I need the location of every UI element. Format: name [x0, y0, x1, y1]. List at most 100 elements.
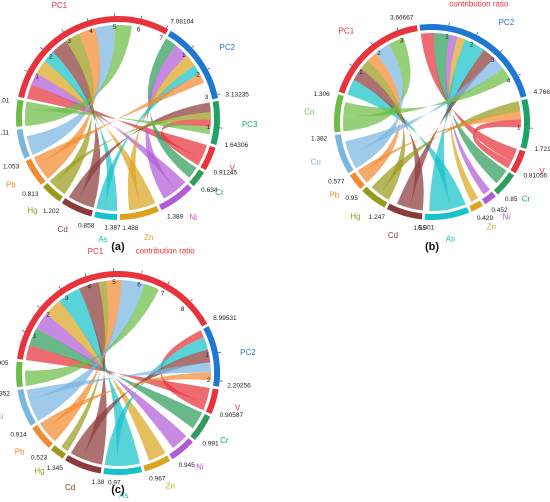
ribbon-pc2-zn — [127, 55, 195, 211]
ribbon-pc2-pb — [39, 372, 211, 430]
segment-name-label: Hg — [350, 212, 360, 221]
segment-value-label: 0.91245 — [214, 169, 238, 176]
segment-arc-pc1 — [18, 16, 169, 99]
tick-label: 1 — [33, 333, 37, 340]
tick-label: 1 — [445, 33, 449, 40]
ribbon-pc2-ni — [445, 34, 490, 195]
segment-name-label: Ni — [189, 213, 197, 222]
tick-label: 1 — [205, 352, 209, 359]
tick-label: 5 — [113, 24, 117, 31]
segment-arc-ni — [481, 191, 496, 205]
segment-value-label: 0.90587 — [220, 412, 244, 419]
segment-name-label: Ni — [503, 213, 511, 222]
chord-panel--b-: 1233.66667PC112344.76633PC211.72156PC30.… — [304, 0, 550, 253]
segment-name-label: Zn — [487, 223, 496, 232]
ribbon-pc1-zn — [46, 300, 166, 461]
segment-arc-hg — [42, 183, 63, 202]
ribbon-pc2-v — [420, 33, 517, 162]
ribbon-pc3-cd — [68, 102, 211, 202]
segment-name-label: Zn — [144, 233, 153, 242]
ribbon-pc3-co — [25, 101, 211, 135]
ribbon-pc2-as — [429, 39, 484, 211]
tick-label: 7 — [161, 291, 165, 298]
segment-value-label: 0.523 — [31, 454, 48, 461]
segment-arc-pb — [25, 158, 46, 185]
axis-tick — [207, 67, 211, 70]
segment-arc-as — [424, 207, 470, 220]
ribbon-pc2-cd — [70, 349, 211, 459]
ribbon-layer — [24, 25, 212, 211]
tick-label: 3 — [205, 94, 209, 101]
chart-title: contribution ratio — [136, 246, 196, 255]
segment-arc-v — [200, 145, 216, 171]
tick-label: 4 — [89, 28, 93, 35]
tick-label: 3 — [65, 295, 69, 302]
segment-name-label: Cd — [65, 483, 75, 492]
segment-value-label: 4.76633 — [534, 89, 550, 96]
tick-label: 6 — [137, 26, 141, 33]
tick-label: 1 — [182, 52, 186, 59]
segment-value-label: 1.053 — [3, 164, 20, 171]
segment-name-label: PC1 — [339, 27, 355, 36]
segment-name-label: Hg — [34, 466, 44, 475]
ribbon-pc2-co — [343, 68, 511, 117]
axis-tick — [500, 49, 503, 53]
segment-name-label: PC1 — [88, 247, 104, 256]
axis-tick — [190, 298, 193, 302]
segment-value-label: 7.08104 — [170, 18, 194, 25]
segment-value-label: 0.452 — [491, 207, 508, 214]
ribbon-pc2-cu — [345, 58, 504, 155]
segment-arc-v — [510, 149, 526, 174]
axis-tick — [396, 27, 399, 31]
axis-tick — [58, 286, 61, 289]
ribbon-pc2-pb — [33, 73, 204, 166]
segment-arc-zn — [469, 200, 483, 212]
segment-value-label: 0.967 — [149, 475, 166, 482]
ribbon-pc1-cr — [29, 328, 203, 429]
segment-arc-pb — [32, 424, 53, 448]
segment-name-label: Zn — [166, 481, 175, 490]
segment-arc-co — [15, 99, 24, 127]
ribbon-pc3-v — [472, 119, 522, 169]
segment-name-label: As — [446, 235, 455, 244]
segment-arc-cr — [493, 172, 515, 195]
axis-tick — [86, 17, 89, 21]
segment-arc-ni — [169, 438, 193, 460]
segment-name-label: PC2 — [240, 348, 256, 357]
axis-tick — [84, 273, 87, 277]
ribbon-pc1-cu — [348, 44, 404, 169]
ribbon-pc2-cr — [147, 38, 197, 178]
segment-value-label: 1.389 — [167, 214, 184, 221]
tick-label: 3 — [67, 38, 71, 45]
ribbon-pc1-ni — [36, 313, 187, 449]
segment-value-label: 8.99531 — [213, 315, 237, 322]
tick-label: 2 — [470, 42, 474, 49]
ribbon-pc2-as — [96, 65, 200, 211]
segment-arc-co — [15, 361, 23, 388]
segment-value-label: 3.13235 — [225, 91, 249, 98]
segment-arc-as — [103, 466, 143, 475]
segment-name-label: Cr — [215, 188, 224, 197]
ribbon-pc2-cd — [396, 49, 495, 209]
ribbon-pc3-hg — [49, 112, 212, 185]
ribbon-pc1-pb — [44, 280, 122, 442]
segment-value-label: 0.945 — [179, 462, 196, 469]
segment-name-label: PC1 — [52, 1, 68, 10]
segment-value-label: 0.85 — [505, 196, 518, 203]
segment-value-label: 2.20256 — [227, 383, 251, 390]
extra-value-label: 0.001 — [418, 225, 435, 232]
axis-tick — [448, 22, 450, 26]
ribbon-pc3-hg — [371, 100, 521, 195]
segment-value-label: 0.905 — [0, 360, 9, 367]
segment-name-label: V — [539, 167, 545, 176]
ribbon-pc2-v — [160, 330, 207, 411]
segment-name-label: Cr — [522, 195, 531, 204]
segment-arc-cd — [61, 198, 93, 217]
segment-arc-cr — [190, 414, 211, 441]
segment-arc-ni — [158, 184, 192, 211]
axis-tick — [518, 73, 521, 76]
ribbon-pc1-hg — [61, 280, 109, 452]
segment-arc-co — [334, 94, 344, 133]
segment-value-label: 0.813 — [22, 191, 39, 198]
